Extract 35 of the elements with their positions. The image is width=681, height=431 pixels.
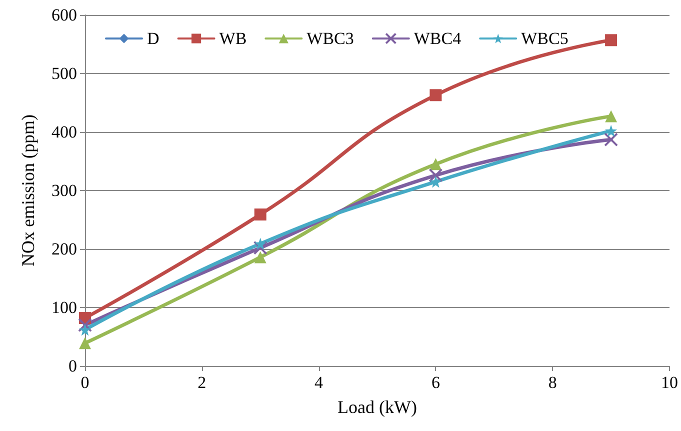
point <box>78 318 92 332</box>
y-axis-title: NOx emission (ppm) <box>18 114 38 266</box>
point <box>605 124 618 137</box>
point <box>428 168 443 182</box>
legend-label: WB <box>219 29 247 48</box>
y-tick-label: 300 <box>52 181 77 200</box>
x-axis-title: Load (kW) <box>338 397 417 417</box>
y-tick-label: 400 <box>52 122 77 142</box>
y-tick-label: 100 <box>52 298 77 317</box>
y-tick-label: 500 <box>52 64 77 83</box>
legend-label: D <box>147 29 160 48</box>
point <box>254 238 266 250</box>
point <box>254 208 266 220</box>
y-tick-label: 200 <box>52 240 77 258</box>
x-tick-label: 4 <box>314 373 324 392</box>
point <box>79 324 91 336</box>
y-tick-label: 0 <box>68 356 77 376</box>
point <box>605 34 618 46</box>
legend-label: WBC4 <box>414 29 462 48</box>
point <box>430 89 442 102</box>
x-tick-label: 0 <box>80 373 90 392</box>
x-tick-label: 2 <box>198 373 206 392</box>
x-tick-label: 6 <box>431 373 440 392</box>
point <box>605 110 618 122</box>
legend-label: WBC3 <box>306 29 354 48</box>
x-tick-label: 8 <box>548 373 557 392</box>
legend-label: WBC5 <box>521 29 568 48</box>
point <box>430 158 442 170</box>
point <box>79 337 91 350</box>
y-tick-label: 600 <box>52 6 77 24</box>
x-tick-label: 10 <box>661 373 678 392</box>
point <box>253 240 268 255</box>
point <box>430 176 442 188</box>
point <box>254 251 266 264</box>
point <box>604 132 618 147</box>
